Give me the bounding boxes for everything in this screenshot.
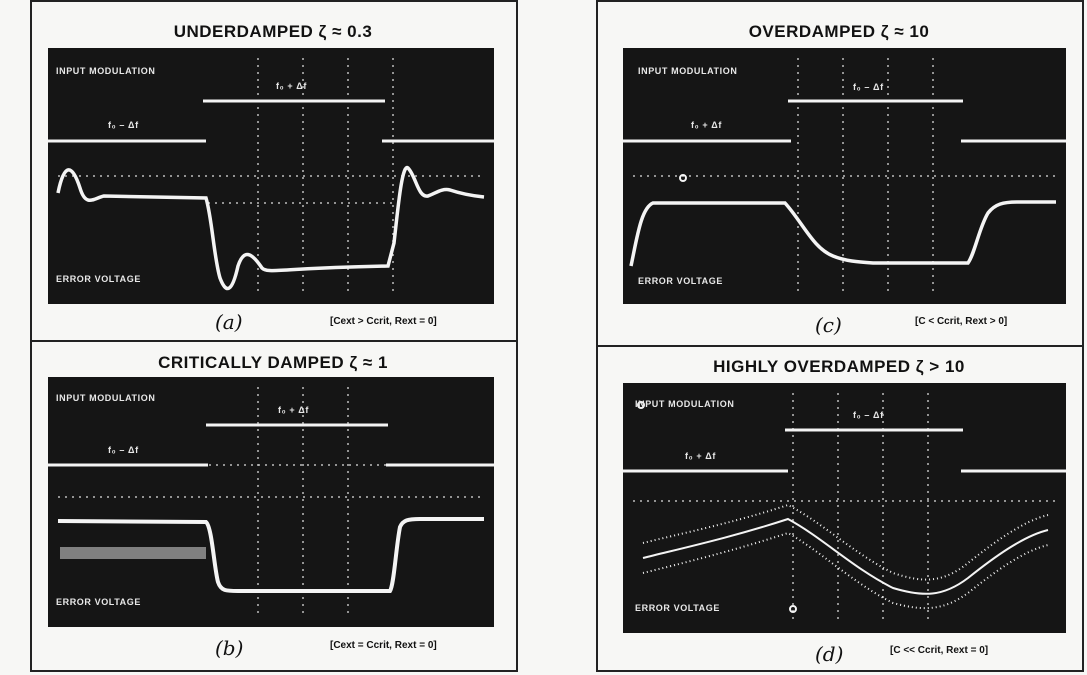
f-low-label-c: f₀ + Δf [691,120,722,130]
input-modulation-trace-c [623,99,1066,143]
error-voltage-trace-d [642,517,1049,595]
graticule-c [633,58,1056,294]
right-column-divider [596,345,1082,347]
input-modulation-label-a: INPUT MODULATION [56,66,156,76]
error-voltage-label-b: ERROR VOLTAGE [56,597,141,607]
f-high-label-d: f₀ – Δf [853,410,884,420]
waveform-plot-d [623,393,1066,623]
graticule-d [633,393,1056,623]
panel-c-title: OVERDAMPED ζ ≈ 10 [748,22,930,41]
error-voltage-label-c: ERROR VOLTAGE [638,276,723,286]
input-modulation-label-b: INPUT MODULATION [56,393,156,403]
error-voltage-label-d: ERROR VOLTAGE [635,603,720,613]
left-column-divider [30,340,516,342]
right-column-frame [596,0,1084,672]
panel-a-title: UNDERDAMPED ζ ≈ 0.3 [173,22,373,41]
panel-a-caption: (a) [215,310,243,334]
panel-b-condition: [Cext = Ccrit, Rext = 0] [330,640,437,651]
input-modulation-trace-d [623,428,1066,473]
waveform-plot-a [48,58,494,294]
noise-band-b [60,547,206,559]
marker-dot-c [679,174,687,182]
panel-c-condition: [C < Ccrit, Rext > 0] [915,316,1008,327]
f-low-label-b: f₀ – Δf [108,445,139,455]
error-voltage-label-a: ERROR VOLTAGE [56,274,141,284]
f-low-label-a: f₀ – Δf [108,120,139,130]
input-modulation-trace-b [48,423,494,467]
scope-panel-d: INPUT MODULATION ERROR VOLTAGE f₀ – Δf f… [623,383,1066,633]
input-modulation-label-c: INPUT MODULATION [638,66,738,76]
panel-b-caption: (b) [215,636,244,660]
input-modulation-label-d: INPUT MODULATION [635,399,735,409]
f-high-label-c: f₀ – Δf [853,82,884,92]
left-column-frame [30,0,518,672]
error-voltage-upper-envelope-d [642,503,1049,581]
panel-d-title: HIGHLY OVERDAMPED ζ > 10 [713,357,965,376]
marker-dot-d-top [637,401,645,409]
error-voltage-trace-b [57,517,484,593]
error-voltage-trace-a [56,166,485,291]
input-modulation-trace-a [48,99,494,143]
waveform-plot-b [48,387,494,617]
waveform-plot-c [623,58,1066,294]
scope-panel-a: INPUT MODULATION ERROR VOLTAGE f₀ + Δf f… [48,48,494,304]
f-high-label-a: f₀ + Δf [276,81,307,91]
panel-d-condition: [C << Ccrit, Rext = 0] [890,645,989,656]
panel-d-caption: (d) [815,642,844,666]
panel-c-caption: (c) [815,313,842,337]
graticule-a [58,58,484,294]
error-voltage-lower-envelope-d [642,531,1049,610]
marker-dot-d-bottom [789,605,797,613]
f-high-label-b: f₀ + Δf [278,405,309,415]
scope-panel-b: INPUT MODULATION ERROR VOLTAGE f₀ + Δf f… [48,377,494,627]
panel-b-title: CRITICALLY DAMPED ζ ≈ 1 [158,353,388,372]
error-voltage-trace-c [629,200,1056,267]
graticule-b [58,387,484,617]
f-low-label-d: f₀ + Δf [685,451,716,461]
panel-a-condition: [Cext > Ccrit, Rext = 0] [330,316,437,327]
scope-panel-c: INPUT MODULATION ERROR VOLTAGE f₀ – Δf f… [623,48,1066,304]
